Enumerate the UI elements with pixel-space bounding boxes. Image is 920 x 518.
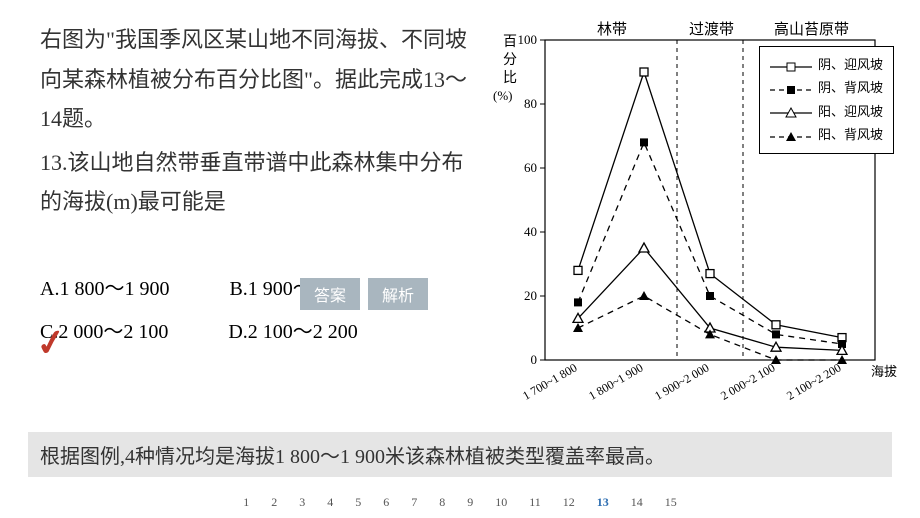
option-d[interactable]: D.2 100～2 200 bbox=[228, 315, 357, 344]
svg-text:100: 100 bbox=[518, 32, 538, 47]
pager-item-6[interactable]: 6 bbox=[383, 495, 389, 510]
svg-text:1 800~1 900: 1 800~1 900 bbox=[586, 360, 645, 402]
chart-legend: 阴、迎风坡阴、背风坡阳、迎风坡阳、背风坡 bbox=[759, 46, 894, 154]
svg-text:1 900~2 000: 1 900~2 000 bbox=[652, 360, 711, 402]
legend-item: 阳、背风坡 bbox=[770, 123, 883, 146]
pager-item-5[interactable]: 5 bbox=[355, 495, 361, 510]
svg-text:2 100~2 200: 2 100~2 200 bbox=[784, 360, 843, 402]
legend-item: 阳、迎风坡 bbox=[770, 100, 883, 123]
pager-item-12[interactable]: 12 bbox=[563, 495, 575, 510]
explanation-bar: 根据图例,4种情况均是海拔1 800～1 900米该森林植被类型覆盖率最高。 bbox=[28, 432, 892, 477]
svg-text:2 000~2 100: 2 000~2 100 bbox=[718, 360, 777, 402]
legend-item: 阴、背风坡 bbox=[770, 76, 883, 99]
pager-item-2[interactable]: 2 bbox=[271, 495, 277, 510]
pager-item-9[interactable]: 9 bbox=[467, 495, 473, 510]
svg-text:(%): (%) bbox=[493, 88, 513, 103]
svg-text:60: 60 bbox=[524, 160, 537, 175]
correct-checkmark-icon: ✓ bbox=[33, 320, 69, 366]
svg-text:40: 40 bbox=[524, 224, 537, 239]
pager-item-10[interactable]: 10 bbox=[495, 495, 507, 510]
pager-item-1[interactable]: 1 bbox=[243, 495, 249, 510]
option-a[interactable]: A.1 800～1 900 bbox=[40, 272, 169, 301]
svg-text:1 700~1 800: 1 700~1 800 bbox=[520, 360, 579, 402]
legend-label: 阴、迎风坡 bbox=[818, 53, 883, 76]
zone-label: 高山苔原带 bbox=[774, 18, 849, 39]
svg-text:比: 比 bbox=[503, 70, 517, 86]
zone-label: 林带 bbox=[597, 18, 627, 39]
answer-button[interactable]: 答案 bbox=[300, 278, 360, 310]
question-13: 13.该山地自然带垂直带谱中此森林集中分布的海拔(m)最可能是 bbox=[40, 143, 470, 222]
pager: 123456789101112131415 bbox=[0, 495, 920, 510]
zone-label: 过渡带 bbox=[689, 18, 734, 39]
pager-item-8[interactable]: 8 bbox=[439, 495, 445, 510]
svg-text:20: 20 bbox=[524, 288, 537, 303]
svg-text:海拔（m）: 海拔（m） bbox=[871, 364, 900, 379]
legend-item: 阴、迎风坡 bbox=[770, 53, 883, 76]
button-bar: 答案 解析 bbox=[300, 278, 428, 310]
pager-item-15[interactable]: 15 bbox=[665, 495, 677, 510]
question-intro: 右图为"我国季风区某山地不同海拔、不同坡向某森林植被分布百分比图"。据此完成13… bbox=[40, 20, 470, 139]
legend-label: 阳、迎风坡 bbox=[818, 100, 883, 123]
pager-item-4[interactable]: 4 bbox=[327, 495, 333, 510]
legend-label: 阳、背风坡 bbox=[818, 123, 883, 146]
svg-text:0: 0 bbox=[531, 352, 538, 367]
pager-item-7[interactable]: 7 bbox=[411, 495, 417, 510]
explain-button[interactable]: 解析 bbox=[368, 278, 428, 310]
svg-text:分: 分 bbox=[503, 52, 517, 68]
pager-item-13[interactable]: 13 bbox=[597, 495, 609, 510]
pager-item-14[interactable]: 14 bbox=[631, 495, 643, 510]
pager-item-11[interactable]: 11 bbox=[529, 495, 541, 510]
svg-text:百: 百 bbox=[503, 34, 517, 50]
chart-region: 0 20 40 60 80 100 1 700~1 8001 800~1 9001 900~… bbox=[485, 18, 900, 423]
legend-label: 阴、背风坡 bbox=[818, 76, 883, 99]
svg-text:80: 80 bbox=[524, 96, 537, 111]
pager-item-3[interactable]: 3 bbox=[299, 495, 305, 510]
